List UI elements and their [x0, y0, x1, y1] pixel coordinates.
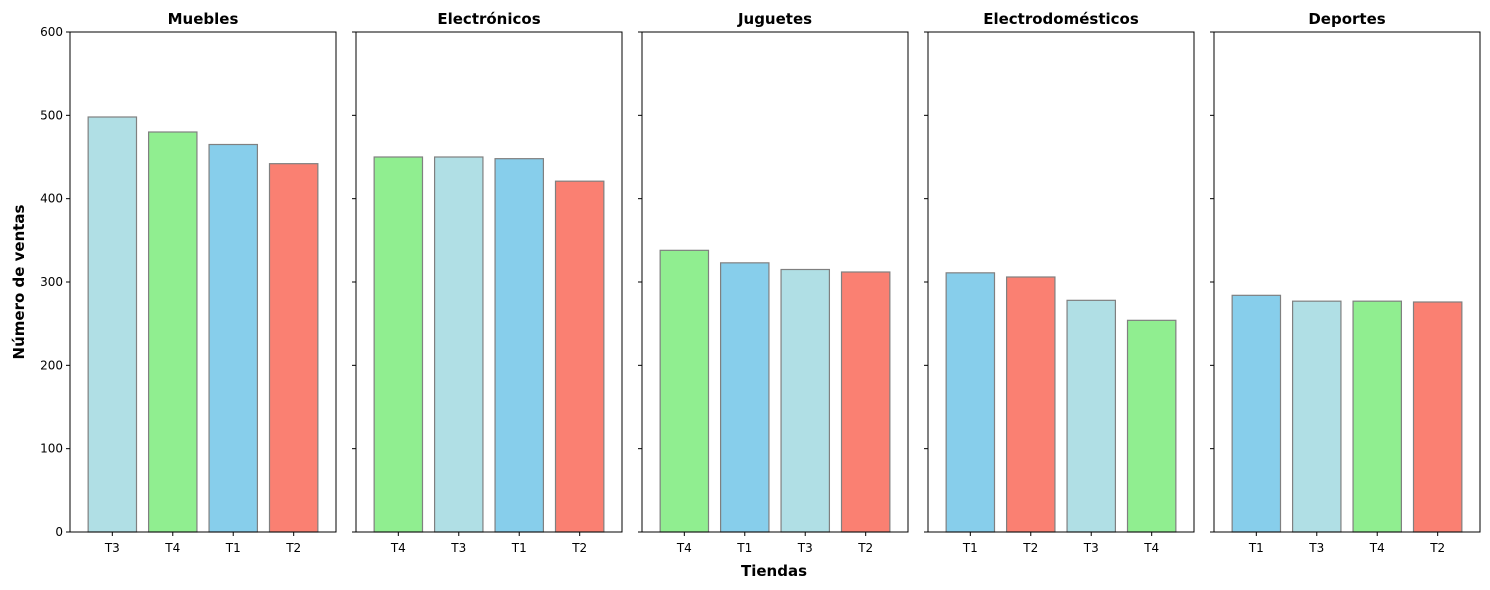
- y-tick-label: 600: [40, 25, 63, 39]
- x-tick-label: T1: [1248, 541, 1264, 555]
- bar-4-T1: [945, 272, 996, 533]
- bar-2-T1: [494, 158, 545, 533]
- bar-1-T4: [147, 131, 198, 533]
- panel-frame: [69, 31, 337, 533]
- panel-frame: [355, 31, 623, 533]
- bar-4-T2: [1005, 276, 1056, 533]
- panel-title: Electrodomésticos: [983, 10, 1139, 28]
- bar-3-T1: [719, 262, 770, 533]
- x-tick-label: T4: [676, 541, 692, 555]
- x-tick-label: T3: [450, 541, 466, 555]
- bar-1-T1: [208, 143, 259, 533]
- x-tick-label: T3: [1083, 541, 1099, 555]
- panel-4: T1 T2 T3 T4 Electrodomésticos: [924, 10, 1195, 555]
- x-tick-label: T1: [225, 541, 241, 555]
- bar-3-T4: [659, 249, 710, 533]
- panel-3: T4 T1 T3 T2 Juguetes: [638, 10, 909, 555]
- x-tick-label: T4: [164, 541, 180, 555]
- x-tick-label: T1: [962, 541, 978, 555]
- y-tick-label: 500: [40, 108, 63, 122]
- panel-title: Electrónicos: [437, 10, 540, 28]
- bar-5-T4: [1352, 300, 1403, 533]
- y-tick-label: 100: [40, 442, 63, 456]
- panel-frame: [1213, 31, 1481, 533]
- y-tick-label: 200: [40, 358, 63, 372]
- x-axis-label: Tiendas: [741, 562, 807, 580]
- y-tick-label: 0: [55, 525, 63, 539]
- x-tick-label: T1: [511, 541, 527, 555]
- x-tick-label: T3: [1308, 541, 1324, 555]
- y-tick-label: 300: [40, 275, 63, 289]
- x-tick-label: T4: [1143, 541, 1159, 555]
- panel-1: T3 T4 T1 T2 0 100 200 300 400 500 600 Muebles: [40, 10, 337, 555]
- bar-2-T3: [433, 156, 484, 533]
- panel-5: T1 T3 T4 T2 Deportes: [1210, 10, 1481, 555]
- bar-3-T2: [840, 271, 891, 533]
- x-tick-label: T2: [1429, 541, 1445, 555]
- x-tick-label: T4: [390, 541, 406, 555]
- x-tick-label: T3: [104, 541, 120, 555]
- y-axis-label: Número de ventas: [10, 204, 28, 359]
- bar-3-T3: [780, 268, 831, 533]
- bar-2-T4: [373, 156, 424, 533]
- panel-frame: [641, 31, 909, 533]
- panel-title: Deportes: [1308, 10, 1385, 28]
- x-tick-label: T1: [736, 541, 752, 555]
- bar-4-T4: [1126, 319, 1177, 533]
- bar-1-T2: [268, 163, 319, 533]
- y-tick-label: 400: [40, 192, 63, 206]
- x-tick-label: T2: [571, 541, 587, 555]
- x-tick-label: T2: [285, 541, 301, 555]
- bar-5-T3: [1291, 300, 1342, 533]
- panel-title: Juguetes: [737, 10, 812, 28]
- panel-2: T4 T3 T1 T2 Electrónicos: [352, 10, 623, 555]
- bar-2-T2: [554, 180, 605, 533]
- panel-frame: [927, 31, 1195, 533]
- x-tick-label: T3: [797, 541, 813, 555]
- bar-4-T3: [1066, 299, 1117, 533]
- bar-1-T3: [87, 116, 138, 533]
- bar-5-T1: [1231, 294, 1282, 533]
- panel-title: Muebles: [168, 10, 239, 28]
- x-tick-label: T2: [857, 541, 873, 555]
- x-tick-label: T4: [1369, 541, 1385, 555]
- bar-5-T2: [1412, 301, 1463, 533]
- x-tick-label: T2: [1022, 541, 1038, 555]
